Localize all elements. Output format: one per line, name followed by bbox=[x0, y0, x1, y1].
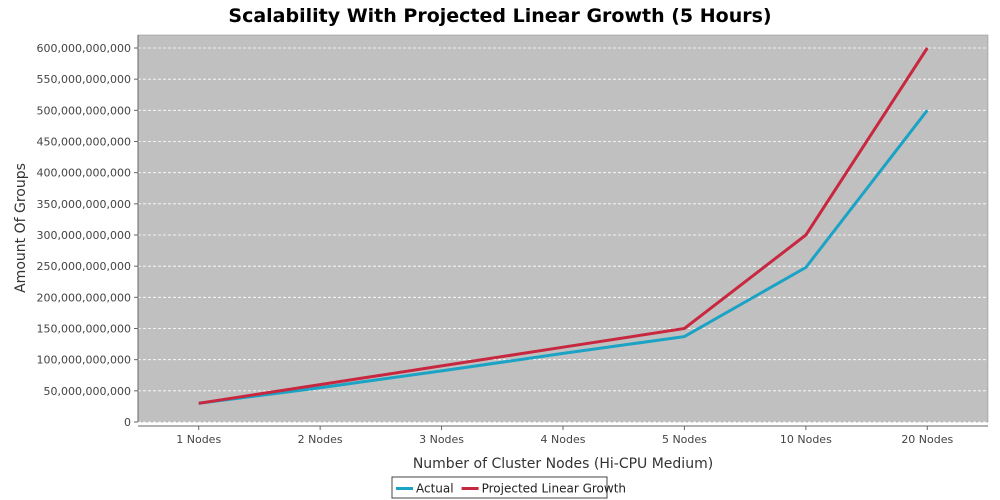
y-tick-label: 100,000,000,000 bbox=[37, 354, 131, 367]
y-tick-label: 250,000,000,000 bbox=[37, 260, 131, 273]
y-tick-label: 150,000,000,000 bbox=[37, 323, 131, 336]
plot-area bbox=[137, 34, 989, 423]
series-line-projected-linear-growth bbox=[198, 47, 929, 405]
x-axis-label: Number of Cluster Nodes (Hi-CPU Medium) bbox=[413, 456, 713, 472]
y-tick-label: 50,000,000,000 bbox=[44, 385, 131, 398]
chart-title: Scalability With Projected Linear Growth… bbox=[228, 5, 771, 27]
x-tick-label: 5 Nodes bbox=[662, 433, 707, 446]
x-tick-label: 4 Nodes bbox=[541, 433, 586, 446]
x-tick-label: 1 Nodes bbox=[176, 433, 221, 446]
y-tick-label: 550,000,000,000 bbox=[37, 73, 131, 86]
y-tick-label: 450,000,000,000 bbox=[37, 136, 131, 149]
x-tick-label: 2 Nodes bbox=[298, 433, 343, 446]
legend-box bbox=[391, 476, 608, 499]
series-group bbox=[198, 47, 929, 405]
x-tick-label: 20 Nodes bbox=[901, 433, 953, 446]
series-line-actual bbox=[198, 109, 929, 405]
legend-label: Actual bbox=[416, 482, 454, 496]
y-tick-label: 500,000,000,000 bbox=[37, 104, 131, 117]
y-tick-label: 200,000,000,000 bbox=[37, 291, 131, 304]
y-tick-label: 350,000,000,000 bbox=[37, 198, 131, 211]
legend: Actual Projected Linear Growth bbox=[391, 476, 626, 499]
x-axis: 1 Nodes 2 Nodes 3 Nodes 4 Nodes 5 Nodes 10 No… bbox=[138, 425, 988, 446]
y-axis: 0 50,000,000,000 100,000,000,000 150,000,00… bbox=[37, 35, 139, 429]
gridlines bbox=[138, 47, 988, 423]
y-tick-label: 600,000,000,000 bbox=[37, 42, 131, 55]
y-axis-label: Amount Of Groups bbox=[13, 163, 29, 293]
y-tick-label: 0 bbox=[124, 416, 131, 429]
y-tick-label: 300,000,000,000 bbox=[37, 229, 131, 242]
x-tick-label: 3 Nodes bbox=[419, 433, 464, 446]
y-tick-label: 400,000,000,000 bbox=[37, 167, 131, 180]
legend-label: Projected Linear Growth bbox=[482, 482, 626, 496]
x-tick-label: 10 Nodes bbox=[780, 433, 832, 446]
